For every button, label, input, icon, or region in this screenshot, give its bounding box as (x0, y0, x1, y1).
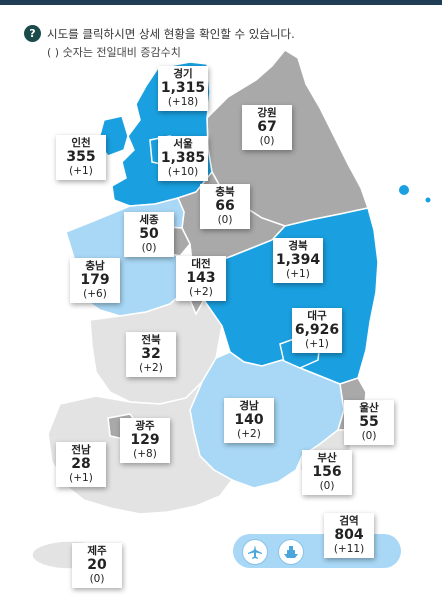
label-gangwon[interactable]: 강원 67 (0) (242, 105, 292, 151)
region-name: 인천 (71, 137, 91, 149)
region-diff: (0) (361, 430, 377, 443)
region-count: 20 (87, 557, 107, 574)
label-seoul[interactable]: 서울 1,385 (+10) (158, 136, 208, 182)
region-name: 세종 (139, 214, 159, 226)
label-gyeonggi[interactable]: 경기 1,315 (+18) (158, 66, 208, 112)
label-ulsan[interactable]: 울산 55 (0) (344, 400, 394, 446)
region-count: 50 (139, 226, 159, 243)
airplane-icon (242, 539, 268, 565)
region-name: 충남 (85, 260, 105, 272)
help-icon: ? (24, 25, 41, 42)
region-count: 32 (141, 346, 161, 363)
region-count: 66 (215, 198, 235, 215)
ulleungdo-island (399, 185, 409, 195)
region-name: 전북 (141, 334, 161, 346)
ship-icon (278, 539, 304, 565)
label-chungnam[interactable]: 충남 179 (+6) (70, 258, 120, 304)
region-count: 67 (257, 119, 277, 136)
region-diff: (+2) (139, 362, 163, 375)
region-name: 대전 (191, 258, 211, 270)
region-count: 6,926 (294, 322, 340, 339)
label-gyeongbuk[interactable]: 경북 1,394 (+1) (273, 238, 323, 284)
region-count: 140 (234, 412, 264, 429)
label-quarantine[interactable]: 검역 804 (+11) (324, 513, 374, 559)
region-diff: (+8) (133, 448, 157, 461)
region-diff: (+2) (237, 428, 261, 441)
region-name: 부산 (317, 452, 337, 464)
region-count: 28 (71, 456, 91, 473)
region-diff: (+6) (83, 288, 107, 301)
region-count: 1,394 (275, 252, 321, 269)
label-incheon[interactable]: 인천 355 (+1) (56, 135, 106, 181)
label-jeonnam[interactable]: 전남 28 (+1) (56, 442, 106, 488)
region-diff: (+1) (286, 268, 310, 281)
region-diff: (0) (141, 242, 157, 255)
label-sejong[interactable]: 세종 50 (0) (124, 212, 174, 258)
region-name: 경북 (288, 240, 308, 252)
region-diff: (+1) (69, 165, 93, 178)
region-name: 충북 (215, 186, 235, 198)
region-name: 전남 (71, 444, 91, 456)
region-name: 강원 (257, 107, 277, 119)
region-count: 804 (334, 527, 364, 544)
dokdo-island (425, 197, 431, 203)
region-diff: (+1) (305, 338, 329, 351)
region-diff: (+2) (189, 286, 213, 299)
label-gyeongnam[interactable]: 경남 140 (+2) (224, 398, 274, 444)
label-jeonbuk[interactable]: 전북 32 (+2) (126, 332, 176, 378)
region-name: 울산 (359, 402, 379, 414)
region-diff: (0) (89, 573, 105, 586)
label-daegu[interactable]: 대구 6,926 (+1) (292, 308, 342, 354)
region-diff: (+1) (69, 472, 93, 485)
region-name: 경남 (239, 400, 259, 412)
label-busan[interactable]: 부산 156 (0) (302, 450, 352, 496)
region-diff: (0) (259, 135, 275, 148)
region-count: 355 (66, 149, 96, 166)
label-daejeon[interactable]: 대전 143 (+2) (176, 256, 226, 302)
region-count: 156 (312, 464, 342, 481)
region-count: 1,385 (160, 150, 206, 167)
label-gwangju[interactable]: 광주 129 (+8) (120, 418, 170, 464)
region-count: 1,315 (160, 80, 206, 97)
region-diff: (+18) (167, 96, 199, 109)
header-bar (0, 0, 442, 5)
region-diff: (0) (319, 480, 335, 493)
region-diff: (+10) (167, 166, 199, 179)
region-name: 서울 (173, 138, 193, 150)
region-count: 129 (130, 432, 160, 449)
region-count: 179 (80, 272, 110, 289)
region-name: 검역 (339, 515, 359, 527)
label-chungbuk[interactable]: 충북 66 (0) (200, 184, 250, 230)
region-name: 제주 (87, 545, 107, 557)
region-name: 광주 (135, 420, 155, 432)
quarantine-panel[interactable] (233, 534, 401, 568)
region-diff: (0) (217, 214, 233, 227)
region-count: 143 (186, 270, 216, 287)
region-name: 대구 (307, 310, 327, 322)
hint-text: 시도를 클릭하시면 상세 현황을 확인할 수 있습니다. (47, 27, 295, 41)
hint-subtext: ( ) 숫자는 전일대비 증감수치 (47, 46, 181, 59)
region-diff: (+11) (333, 543, 365, 556)
region-count: 55 (359, 414, 379, 431)
label-jeju[interactable]: 제주 20 (0) (72, 543, 122, 589)
region-name: 경기 (173, 68, 193, 80)
